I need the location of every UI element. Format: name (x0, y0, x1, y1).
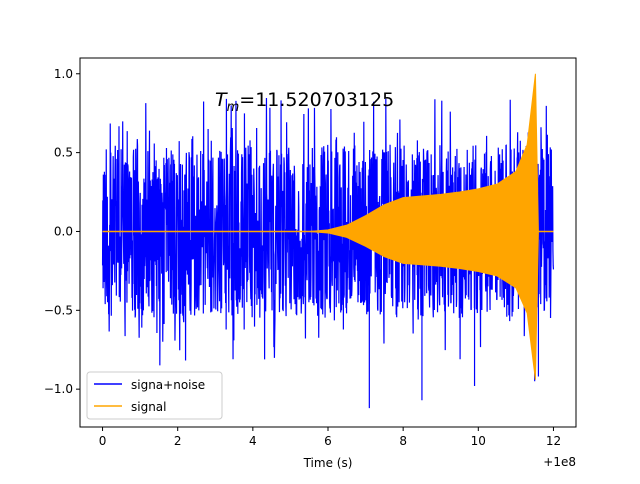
x-tick-label: 12 (546, 434, 561, 448)
tm-symbol: T (215, 89, 228, 111)
tm-subscript: m (227, 100, 240, 115)
tm-value: =11.520703125 (239, 89, 394, 111)
x-tick-label: 10 (471, 434, 486, 448)
x-tick-label: 6 (324, 434, 332, 448)
y-tick-label: −1.0 (44, 382, 73, 396)
x-axis: 0 2 4 6 8 10 12 (99, 427, 561, 448)
x-tick-label: 4 (249, 434, 257, 448)
y-tick-label: 0.5 (54, 146, 73, 160)
x-tick-label: 0 (99, 434, 107, 448)
legend-label-signa-noise: signa+noise (131, 378, 205, 392)
y-axis: −1.0 −0.5 0.0 0.5 1.0 (44, 67, 80, 396)
series-signa-noise (101, 97, 555, 409)
legend: signa+noise signal (86, 371, 223, 420)
series-signal (102, 73, 554, 380)
signa-noise-line (101, 97, 555, 409)
x-tick-label: 8 (399, 434, 407, 448)
signal-envelope (102, 73, 554, 380)
legend-label-signal: signal (131, 400, 167, 414)
x-axis-label: Time (s) (303, 456, 353, 470)
x-tick-label: 2 (174, 434, 182, 448)
tm-annotation: Tm=11.520703125 (215, 89, 394, 115)
x-offset-label: +1e8 (543, 455, 576, 469)
y-tick-label: 1.0 (54, 67, 73, 81)
y-tick-label: 0.0 (54, 224, 73, 238)
y-tick-label: −0.5 (44, 303, 73, 317)
